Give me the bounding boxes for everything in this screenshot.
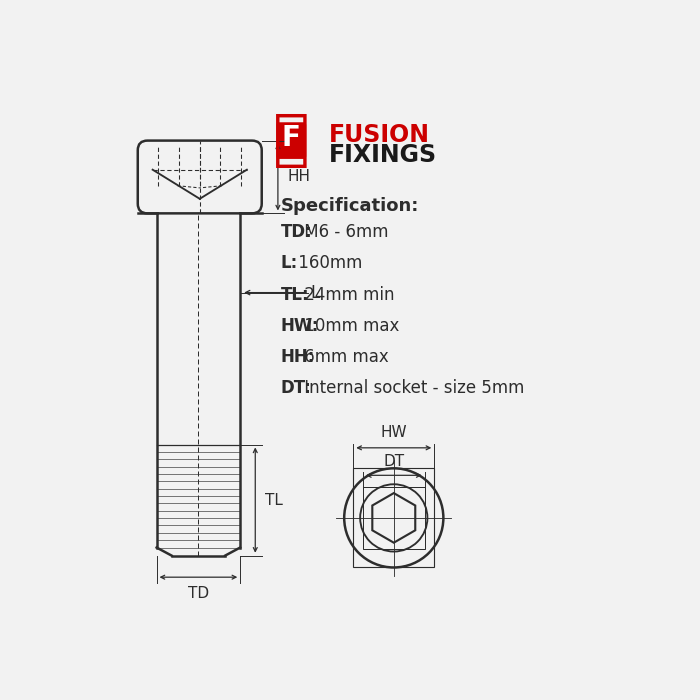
Text: L: L [310,284,319,302]
Bar [354,468,434,568]
Text: HH:: HH: [281,348,315,366]
Text: 6mm max: 6mm max [299,348,389,366]
Text: HW:: HW: [281,317,319,335]
Text: 24mm min: 24mm min [299,286,395,304]
Text: TL:: TL: [281,286,309,304]
Text: ⧧: ⧧ [273,111,309,170]
Text: DT: DT [383,454,405,469]
Text: Internal socket - size 5mm: Internal socket - size 5mm [299,379,524,398]
Text: HH: HH [288,169,311,185]
Bar [363,487,424,549]
Text: F: F [282,125,301,153]
Text: 10mm max: 10mm max [299,317,400,335]
Text: L:: L: [281,254,297,272]
Text: TD:: TD: [281,223,312,241]
Text: HW: HW [381,425,407,440]
Text: Specification:: Specification: [281,197,419,215]
Text: 160mm: 160mm [293,254,363,272]
Text: TL: TL [265,493,283,507]
Text: M6 - 6mm: M6 - 6mm [299,223,388,241]
Text: FIXINGS: FIXINGS [329,143,438,167]
FancyBboxPatch shape [276,122,306,159]
Text: FUSION: FUSION [329,123,430,147]
Text: DT:: DT: [281,379,312,398]
Text: TD: TD [188,586,209,601]
